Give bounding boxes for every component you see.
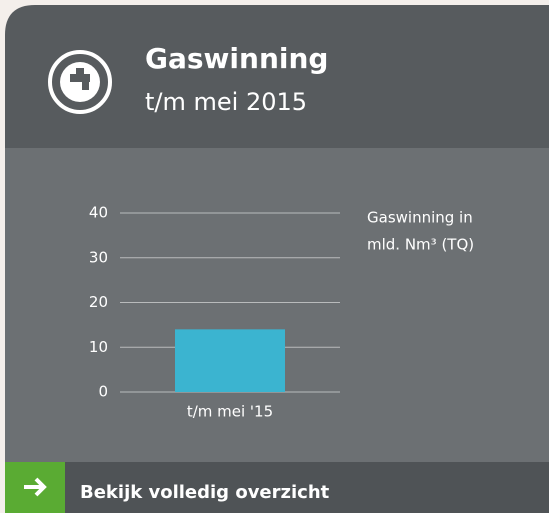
bar xyxy=(175,329,285,392)
y-tick-label: 40 xyxy=(89,204,108,222)
y-tick-label: 0 xyxy=(98,383,108,401)
arrow[interactable] xyxy=(24,477,47,497)
footer-text[interactable]: Bekijk volledig overzicht xyxy=(80,482,330,503)
title: Gaswinning xyxy=(145,42,328,75)
y-tick-label: 30 xyxy=(89,248,108,266)
subtitle: t/m mei 2015 xyxy=(145,88,307,116)
footer-bar xyxy=(5,462,549,513)
y-tick-label: 10 xyxy=(89,338,108,356)
unit-label: mld. Nm³ (TQ) xyxy=(367,236,474,254)
x-tick-label: t/m mei '15 xyxy=(187,403,273,421)
tap-icon xyxy=(48,50,112,114)
footer-link[interactable]: Bekijk volledig overzicht xyxy=(5,462,330,513)
card-body xyxy=(5,148,549,462)
y-tick-label: 20 xyxy=(89,293,108,311)
unit-label: Gaswinning in xyxy=(367,209,473,227)
